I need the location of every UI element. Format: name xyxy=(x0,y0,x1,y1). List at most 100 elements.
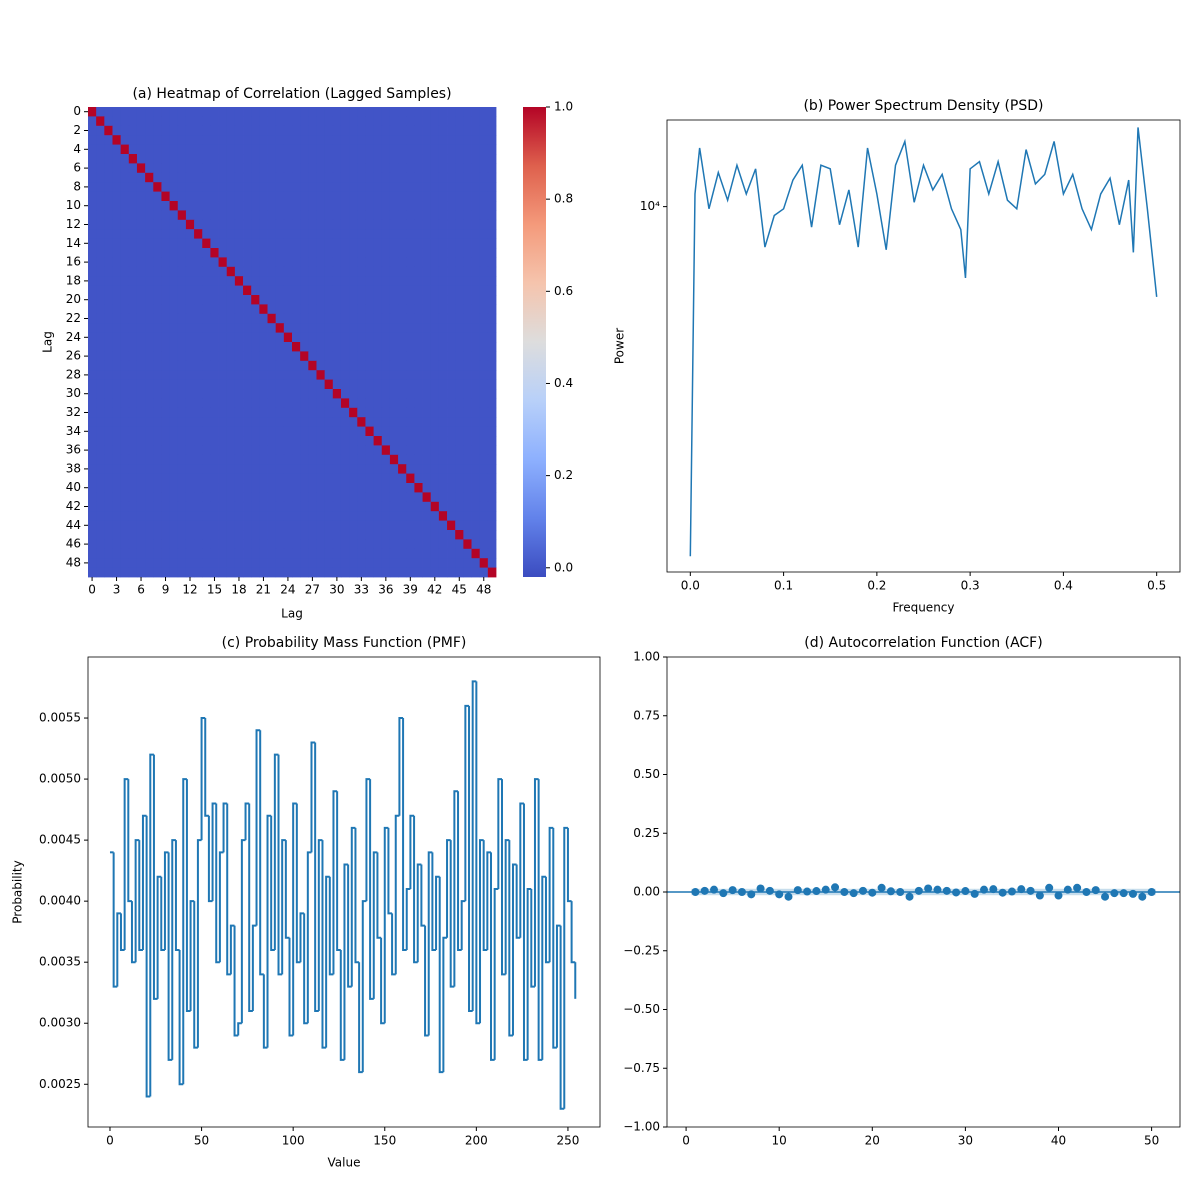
acf-marker xyxy=(1045,883,1054,892)
heatmap-cell xyxy=(218,539,228,550)
heatmap-cell xyxy=(292,285,301,296)
heatmap-cell xyxy=(210,407,219,418)
heatmap-cell xyxy=(308,182,317,192)
heatmap-cell xyxy=(340,407,350,418)
heatmap-cell xyxy=(283,210,293,221)
heatmap-cell xyxy=(161,295,170,305)
heatmap-cell xyxy=(251,163,260,174)
heatmap-cell xyxy=(414,464,423,474)
heatmap-cell xyxy=(455,323,464,333)
heatmap-cell xyxy=(194,285,203,296)
heatmap-cell xyxy=(128,417,138,427)
heatmap-cell xyxy=(324,436,334,446)
heatmap-cell xyxy=(226,323,236,333)
heatmap-cell xyxy=(226,332,236,343)
heatmap-cell xyxy=(112,125,122,136)
heatmap-cell xyxy=(479,454,489,465)
heatmap-cell xyxy=(398,210,407,221)
heatmap-cell xyxy=(218,210,228,221)
heatmap-cell xyxy=(161,125,170,136)
heatmap-cell xyxy=(251,473,260,484)
heatmap-cell xyxy=(300,276,309,286)
pmf-step xyxy=(394,814,400,975)
heatmap-cell xyxy=(96,125,105,136)
heatmap-cell xyxy=(153,464,162,474)
heatmap-cell xyxy=(349,323,358,333)
heatmap-cell xyxy=(177,135,187,145)
heatmap-cell xyxy=(202,511,211,521)
heatmap-cell xyxy=(308,407,317,418)
heatmap-cell xyxy=(381,229,391,239)
heatmap-cell xyxy=(283,548,293,559)
heatmap-cell xyxy=(153,567,162,578)
heatmap-cell xyxy=(455,191,464,202)
heatmap-cell xyxy=(487,520,497,531)
acf-marker xyxy=(784,892,793,901)
heatmap-cell xyxy=(430,351,440,362)
heatmap-cell xyxy=(177,163,187,174)
heatmap-cell xyxy=(177,248,187,258)
heatmap-cell xyxy=(316,436,326,446)
heatmap-cell xyxy=(430,229,440,239)
heatmap-cell xyxy=(406,116,415,127)
heatmap-cell xyxy=(398,360,407,371)
heatmap-cell xyxy=(332,257,342,268)
heatmap-cell xyxy=(283,360,293,371)
heatmap-cell xyxy=(169,548,179,559)
heatmap-cell xyxy=(398,276,407,286)
heatmap-cell xyxy=(487,351,497,362)
heatmap-cell xyxy=(430,445,440,456)
heatmap-cell xyxy=(177,276,187,286)
heatmap-cell xyxy=(479,125,489,136)
pmf-step xyxy=(237,1022,242,1036)
heatmap-cell xyxy=(381,454,391,465)
heatmap-cell xyxy=(226,436,236,446)
heatmap-cell xyxy=(406,483,415,493)
heatmap-cell xyxy=(185,417,195,427)
heatmap-cell xyxy=(381,257,391,268)
heatmap-cell xyxy=(283,276,293,286)
heatmap-cell xyxy=(251,210,260,221)
heatmap-cell xyxy=(455,567,464,578)
heatmap-cell xyxy=(430,511,440,521)
heatmap-cell xyxy=(226,492,236,503)
heatmap-cell xyxy=(161,436,170,446)
heatmap-cell xyxy=(243,342,252,352)
heatmap-cell xyxy=(308,436,317,446)
heatmap-cell xyxy=(340,229,350,239)
heatmap-cell xyxy=(414,125,423,136)
heatmap-cell xyxy=(316,417,326,427)
heatmap-cell xyxy=(96,135,105,145)
heatmap-cell xyxy=(226,548,236,559)
heatmap-cell xyxy=(251,257,260,268)
heatmap-cell xyxy=(128,163,138,174)
heatmap-cell xyxy=(455,539,464,550)
axes-frame xyxy=(87,656,601,1128)
heatmap-cell xyxy=(463,445,472,456)
heatmap-cell xyxy=(259,454,268,465)
heatmap-cell xyxy=(398,201,407,211)
heatmap-cell xyxy=(406,445,415,456)
heatmap-cell xyxy=(389,182,399,192)
heatmap-cell xyxy=(267,154,277,164)
heatmap-cell xyxy=(292,210,301,221)
heatmap-cell xyxy=(373,135,383,145)
heatmap-cell xyxy=(292,511,301,521)
heatmap-cell xyxy=(275,144,285,155)
acf-marker xyxy=(1119,889,1128,898)
heatmap-cell xyxy=(128,426,138,437)
heatmap-cell xyxy=(96,313,105,324)
heatmap-cell xyxy=(96,483,105,493)
heatmap-cell xyxy=(275,154,285,164)
heatmap-cell xyxy=(153,342,162,352)
heatmap-cell xyxy=(414,201,423,211)
heatmap-cell xyxy=(398,323,407,333)
heatmap-cell xyxy=(136,295,146,305)
heatmap-cell xyxy=(357,304,366,315)
heatmap-cell xyxy=(316,107,326,117)
heatmap-cell xyxy=(161,473,170,484)
heatmap-cell xyxy=(275,436,285,446)
heatmap-cell xyxy=(267,210,277,221)
heatmap-cell xyxy=(406,558,415,568)
heatmap-cell xyxy=(373,492,383,503)
